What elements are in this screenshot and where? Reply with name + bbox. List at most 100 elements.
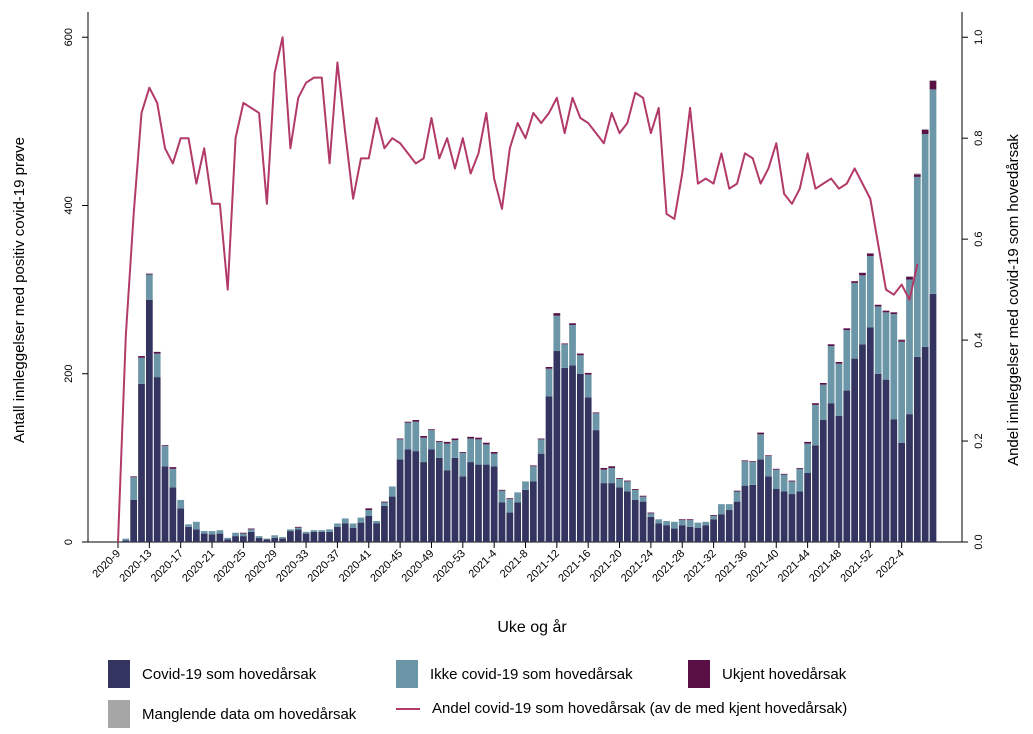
bar-not_covid [639, 496, 647, 502]
bar-covid [827, 403, 835, 542]
x-tick-label: 2020-33 [274, 548, 311, 585]
bar-not_covid [208, 531, 216, 535]
bar-covid [788, 494, 796, 542]
bar-unknown [600, 467, 608, 470]
bar-covid [576, 373, 584, 542]
bar-covid [608, 483, 616, 542]
x-tick-label: 2020-49 [400, 548, 437, 585]
share-line-layer [117, 36, 919, 543]
bar-covid [663, 525, 670, 542]
share-point [861, 183, 864, 185]
share-point [297, 97, 299, 99]
bar-not_covid [318, 530, 326, 532]
bar-unknown [859, 272, 866, 276]
bar-covid [639, 501, 647, 542]
bar-covid [710, 519, 717, 542]
share-point [759, 183, 762, 185]
bar-not_covid [678, 520, 686, 526]
share-point [344, 132, 346, 134]
bar-unknown [616, 478, 623, 479]
bar-not_covid [122, 538, 130, 541]
bar-unknown [130, 476, 138, 478]
bar-unknown [866, 253, 874, 256]
legend-item-not-covid: Ikke covid-19 som hovedårsak [396, 660, 633, 688]
bar-not_covid [757, 434, 764, 460]
bar-not_covid [388, 486, 396, 497]
y-right-tick-label: 0.4 [973, 332, 985, 347]
share-point [564, 132, 566, 134]
bar-covid [130, 499, 138, 542]
legend-label: Covid-19 som hovedårsak [142, 665, 317, 683]
bar-covid [169, 487, 177, 542]
share-point [846, 183, 848, 185]
x-tick-label: 2021-32 [682, 548, 719, 585]
bar-covid [835, 415, 843, 542]
x-tick-label: 2021-24 [619, 548, 656, 585]
bar-missing [906, 276, 913, 277]
bar-covid [702, 525, 710, 542]
share-point [830, 177, 832, 180]
bar-not_covid [608, 467, 616, 484]
bar-not_covid [145, 274, 153, 300]
bar-covid [600, 483, 608, 542]
bar-not_covid [780, 474, 788, 492]
bar-not_covid [600, 469, 608, 484]
bar-not_covid [177, 499, 185, 509]
bar-covid [443, 470, 451, 542]
bar-not_covid [843, 330, 851, 391]
bar-not_covid [765, 456, 772, 477]
share-point [665, 213, 668, 215]
bar-not_covid [553, 315, 561, 352]
bar-not_covid [522, 481, 529, 490]
bar-unknown [788, 480, 796, 482]
bar-covid [138, 383, 145, 542]
share-point [305, 82, 307, 84]
bar-covid [569, 365, 576, 542]
bar-unknown [584, 372, 592, 375]
bar-not_covid [906, 279, 913, 415]
x-tick-label: 2020-29 [243, 548, 280, 585]
bar-not_covid [569, 324, 576, 366]
bar-not_covid [224, 537, 232, 540]
bar-unknown [475, 437, 482, 440]
bar-not_covid [921, 133, 929, 347]
share-point [360, 157, 362, 159]
bar-not_covid [420, 437, 427, 463]
bar-unknown [678, 519, 686, 521]
share-point [148, 87, 150, 89]
share-point [814, 188, 817, 190]
share-point [799, 188, 801, 190]
bar-covid [271, 537, 279, 542]
x-tick-label: 2021-40 [744, 548, 781, 585]
share-point [626, 122, 628, 124]
bar-not_covid [804, 443, 811, 474]
y-axis-left-label: Antall innleggelser med positiv covid-19… [11, 137, 28, 443]
bar-not_covid [216, 530, 224, 534]
bar-not_covid [310, 530, 318, 532]
bar-covid [906, 414, 913, 542]
share-point [611, 112, 613, 114]
bar-not_covid [185, 524, 192, 527]
share-point [227, 289, 229, 291]
bar-not_covid [671, 521, 678, 529]
bar-covid [192, 529, 200, 542]
share-point [250, 107, 252, 109]
bar-covid [772, 489, 780, 542]
bar-unknown [843, 328, 851, 330]
bar-unknown [247, 528, 255, 530]
bar-not_covid [475, 439, 482, 465]
share-point [854, 167, 856, 170]
share-point [524, 137, 527, 139]
share-point [313, 77, 315, 79]
share-point [556, 97, 558, 99]
x-tick-label: 2020-45 [368, 548, 405, 585]
bar-covid [655, 523, 663, 542]
bar-unknown [827, 344, 835, 346]
share-point [705, 177, 707, 180]
bar-unknown [624, 480, 631, 482]
bar-covid [529, 481, 537, 542]
bar-not_covid [819, 384, 827, 421]
bar-covid [287, 531, 294, 542]
bar-covid [890, 419, 898, 542]
bar-unknown [772, 468, 780, 470]
